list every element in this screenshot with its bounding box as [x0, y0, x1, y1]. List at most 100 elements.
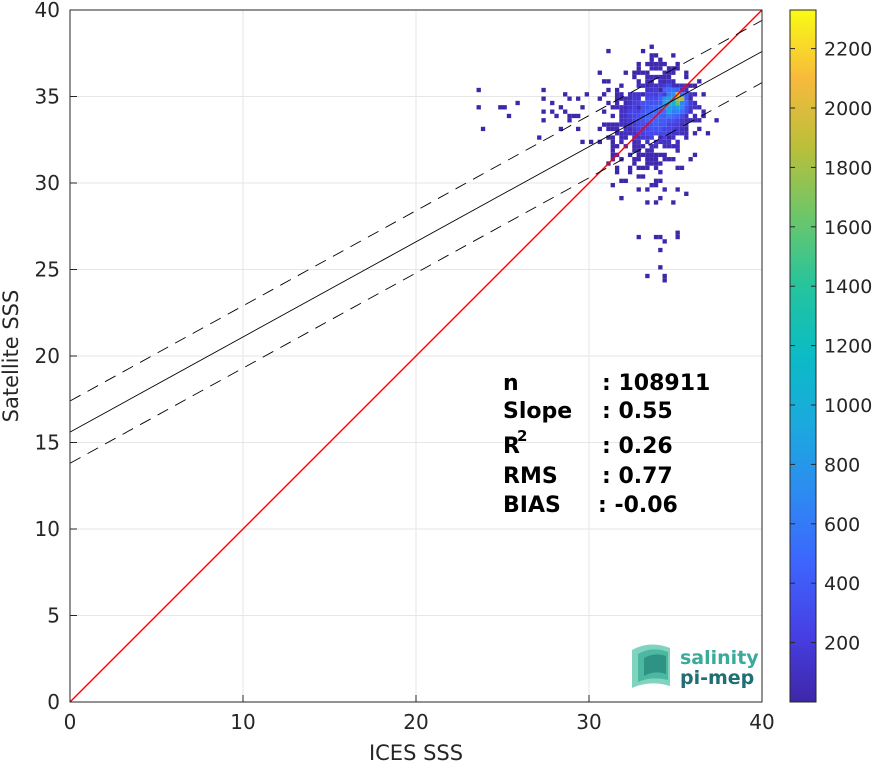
- heatmap-cell: [614, 92, 620, 97]
- heatmap-cell: [662, 144, 667, 149]
- heatmap-cell: [679, 126, 685, 132]
- colorbar-tick-label: 1400: [824, 276, 872, 298]
- heatmap-cell: [662, 273, 667, 279]
- heatmap-cell: [537, 135, 542, 140]
- heatmap-cell: [632, 126, 637, 132]
- heatmap-cell: [658, 100, 663, 106]
- heatmap-cell: [606, 100, 611, 106]
- heatmap-cell: [506, 113, 512, 119]
- heatmap-cell: [649, 135, 654, 140]
- heatmap-cell: [658, 234, 663, 240]
- heatmap-cell: [653, 152, 659, 158]
- heatmap-cell: [662, 131, 667, 136]
- heatmap-cell: [619, 195, 624, 201]
- heatmap-cell: [645, 157, 650, 162]
- heatmap-cell: [649, 53, 654, 58]
- heatmap-cell: [675, 109, 680, 114]
- heatmap-cell: [675, 118, 680, 123]
- heatmap-cell: [671, 70, 676, 75]
- heatmap-cell: [679, 109, 685, 114]
- heatmap-cell: [658, 118, 663, 123]
- heatmap-cell: [662, 70, 667, 75]
- heatmap-cell: [675, 131, 680, 136]
- heatmap-cell: [640, 109, 646, 114]
- heatmap-cell: [541, 87, 546, 93]
- heatmap-cell: [623, 109, 628, 114]
- heatmap-cell: [692, 113, 698, 119]
- heatmap-cell: [675, 148, 680, 153]
- colorbar-tick-label: 400: [824, 573, 860, 595]
- heatmap-cell: [688, 92, 693, 97]
- heatmap-cell: [627, 122, 633, 127]
- heatmap-cell: [692, 100, 698, 106]
- heatmap-cell: [623, 105, 628, 110]
- heatmap-cell: [601, 92, 607, 97]
- heatmap-cell: [502, 105, 507, 110]
- heatmap-cell: [653, 139, 659, 145]
- colorbar-ticks: 200 400 600 800 1000 1200 1400 1600 1800 2000 2200: [790, 39, 872, 655]
- heatmap-cell: [671, 92, 676, 97]
- heatmap-cell: [614, 105, 620, 110]
- heatmap-cell: [671, 122, 676, 127]
- heatmap-cell: [640, 131, 646, 136]
- heatmap-cell: [645, 131, 650, 136]
- stat-value: : -0.06: [598, 493, 678, 518]
- heatmap-cell: [619, 135, 624, 140]
- heatmap-cell: [645, 61, 650, 67]
- heatmap-cell: [627, 92, 633, 97]
- heatmap-cell: [658, 96, 663, 101]
- heatmap-cell: [675, 87, 680, 93]
- colorbar-tick-label: 2200: [824, 39, 872, 61]
- colorbar-tick-label: 600: [824, 514, 860, 536]
- heatmap-cell: [662, 135, 667, 140]
- heatmap-cell: [649, 122, 654, 127]
- heatmap-cell: [653, 53, 659, 58]
- heatmap-cell: [679, 122, 685, 127]
- heatmap-cell: [666, 113, 672, 119]
- heatmap-cell: [498, 105, 503, 110]
- heatmap-cell: [627, 131, 633, 136]
- heatmap-cell: [636, 118, 641, 123]
- heatmap-cell: [601, 109, 607, 114]
- heatmap-cell: [653, 126, 659, 132]
- y-tick-label: 30: [35, 171, 60, 195]
- heatmap-cell: [640, 144, 646, 149]
- heatmap-cell: [606, 122, 611, 127]
- heatmap-cell: [576, 126, 581, 132]
- heatmap-cell: [640, 70, 646, 75]
- y-tick-label: 5: [47, 604, 60, 628]
- heatmap-cell: [636, 135, 641, 140]
- heatmap-cell: [675, 105, 680, 110]
- heatmap-cell: [645, 118, 650, 123]
- heatmap-cell: [627, 118, 633, 123]
- heatmap-cell: [645, 70, 650, 75]
- heatmap-cell: [645, 105, 650, 110]
- heatmap-cell: [623, 126, 628, 132]
- heatmap-cell: [705, 131, 711, 136]
- heatmap-cell: [632, 118, 637, 123]
- colorbar-tick-label: 2000: [824, 98, 872, 120]
- heatmap-cell: [649, 105, 654, 110]
- heatmap-cell: [658, 139, 663, 145]
- heatmap-cell: [632, 144, 637, 149]
- heatmap-cell: [649, 96, 654, 101]
- colorbar-tick-label: 200: [824, 633, 860, 655]
- heatmap-cell: [649, 66, 654, 71]
- heatmap-cell: [658, 161, 663, 166]
- heatmap-cell: [684, 109, 689, 114]
- heatmap-cell: [675, 83, 680, 88]
- heatmap-cell: [666, 87, 672, 93]
- heatmap-cell: [653, 66, 659, 71]
- heatmap-cell: [619, 105, 624, 110]
- salinity-pi-mep-logo: salinity pi-mep: [632, 644, 759, 689]
- heatmap-cell: [679, 131, 685, 136]
- heatmap-cell: [636, 157, 641, 162]
- heatmap-cell: [614, 144, 620, 149]
- heatmap-cell: [610, 122, 615, 127]
- heatmap-cell: [597, 96, 602, 101]
- stat-value: : 108911: [602, 371, 710, 396]
- wave-logo-icon: [632, 644, 670, 688]
- heatmap-cell: [688, 100, 693, 106]
- heatmap-cell: [658, 247, 663, 253]
- heatmap-cell: [658, 265, 663, 270]
